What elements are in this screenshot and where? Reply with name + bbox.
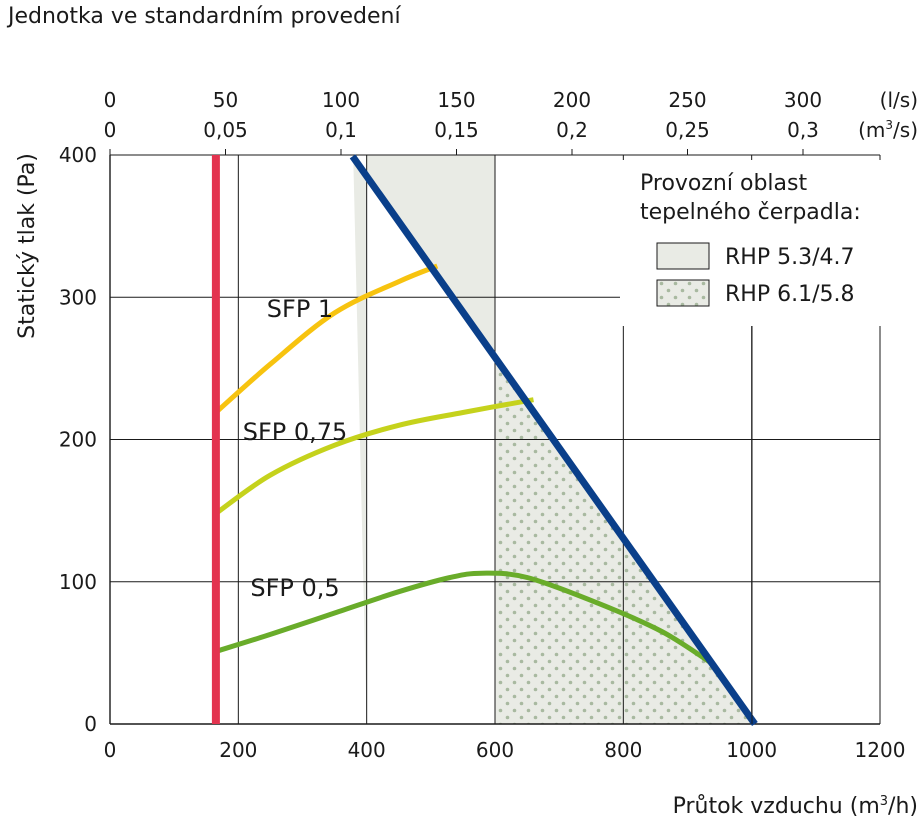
x-tick-label: 400 bbox=[348, 738, 386, 762]
x-axis-label: Průtok vzduchu (m3/h) bbox=[673, 794, 918, 819]
legend-label-rhp-5-3: RHP 5.3/4.7 bbox=[725, 245, 854, 270]
legend-swatch-rhp-6-1 bbox=[656, 279, 710, 307]
series-label-0: SFP 1 bbox=[267, 295, 333, 323]
top-tick-label-m3s: 0,25 bbox=[665, 118, 710, 142]
y-tick-label: 400 bbox=[59, 143, 97, 167]
series-line-2 bbox=[215, 570, 715, 667]
top-tick-label-m3s: 0,15 bbox=[434, 118, 479, 142]
top-tick-label-m3s: 0 bbox=[104, 118, 117, 142]
series-line-4 bbox=[349, 154, 758, 727]
x-tick-label: 1000 bbox=[726, 738, 777, 762]
top-tick-label-ls: 0 bbox=[104, 88, 117, 112]
series-label-1: SFP 0,75 bbox=[243, 418, 348, 446]
legend-title-line2: tepelného čerpadla: bbox=[640, 200, 861, 225]
x-tick-label: 1200 bbox=[855, 738, 906, 762]
x-tick-label: 600 bbox=[476, 738, 514, 762]
y-tick-label: 200 bbox=[59, 428, 97, 452]
series-label-2: SFP 0,5 bbox=[250, 574, 339, 602]
top-tick-label-ls: 50 bbox=[213, 88, 238, 112]
x-tick-label: 200 bbox=[219, 738, 257, 762]
top-tick-label-ls: 300 bbox=[784, 88, 822, 112]
series-line-1 bbox=[214, 397, 534, 516]
top-tick-label-m3s: 0,1 bbox=[325, 118, 357, 142]
top-tick-label-ls: 100 bbox=[322, 88, 360, 112]
y-axis-label: Statický tlak (Pa) bbox=[15, 153, 40, 339]
top-tick-label-ls: 150 bbox=[437, 88, 475, 112]
top-axis-ls-unit: (l/s) bbox=[880, 88, 918, 112]
series-line-0 bbox=[214, 263, 439, 415]
legend-swatch-rhp-5-3 bbox=[656, 242, 710, 270]
top-tick-label-ls: 200 bbox=[553, 88, 591, 112]
top-axis-m3s-unit: (m3/s) bbox=[858, 118, 918, 142]
top-tick-label-m3s: 0,2 bbox=[556, 118, 588, 142]
legend: Provozní oblast tepelného čerpadla: RHP … bbox=[620, 160, 882, 326]
y-tick-label: 100 bbox=[59, 570, 97, 594]
top-tick-label-m3s: 0,3 bbox=[787, 118, 819, 142]
legend-label-rhp-6-1: RHP 6.1/5.8 bbox=[725, 282, 854, 307]
top-tick-label-m3s: 0,05 bbox=[203, 118, 248, 142]
y-tick-label: 300 bbox=[59, 285, 97, 309]
x-tick-label: 800 bbox=[604, 738, 642, 762]
top-tick-label-ls: 250 bbox=[668, 88, 706, 112]
x-tick-label: 0 bbox=[104, 738, 117, 762]
legend-title-line1: Provozní oblast bbox=[640, 171, 807, 196]
y-tick-label: 0 bbox=[84, 712, 97, 736]
chart-title: Jednotka ve standardním provedení bbox=[6, 4, 401, 29]
